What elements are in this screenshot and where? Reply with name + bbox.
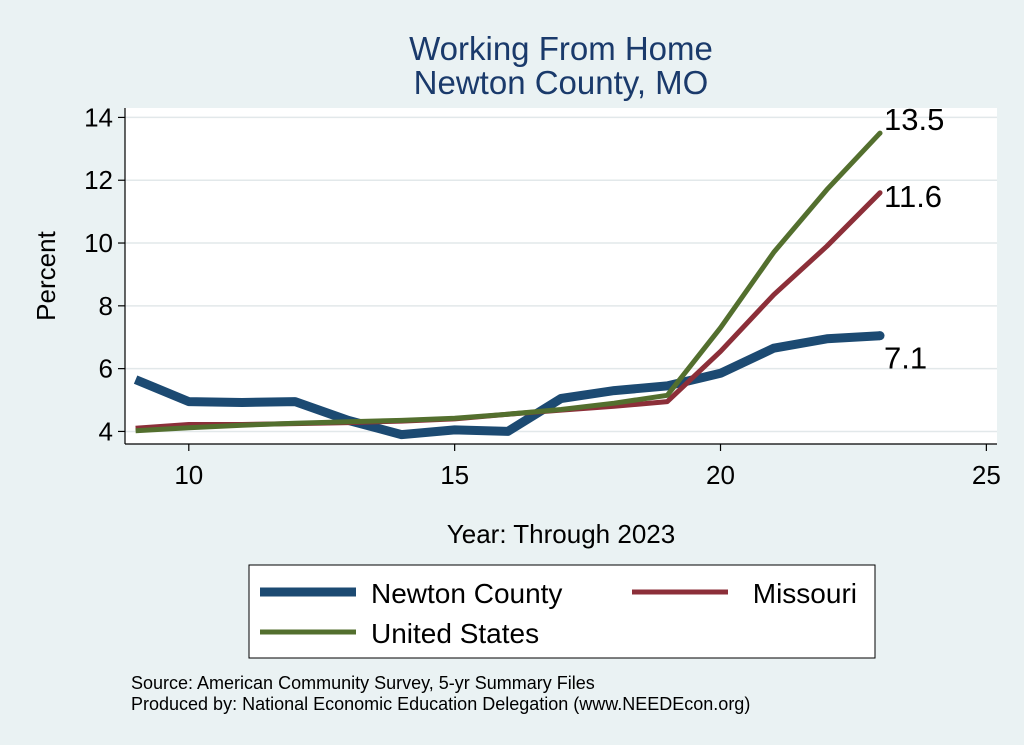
end-label-united-states: 13.5 bbox=[884, 102, 944, 137]
end-labels: 7.1 11.6 13.5 bbox=[884, 102, 944, 376]
plot-area bbox=[125, 108, 997, 444]
legend-label-united-states: United States bbox=[371, 618, 539, 649]
chart-title-line-2: Newton County, MO bbox=[414, 64, 709, 101]
y-tick-label-8: 8 bbox=[99, 291, 113, 321]
series-endpoint-united-states bbox=[877, 130, 883, 136]
source-note: Source: American Community Survey, 5-yr … bbox=[131, 673, 595, 693]
y-tick-label-6: 6 bbox=[99, 354, 113, 384]
series-lines bbox=[133, 130, 885, 440]
x-tick-label-25: 25 bbox=[972, 460, 1001, 490]
y-tick-label-12: 12 bbox=[84, 165, 113, 195]
y-axis-label: Percent bbox=[31, 230, 61, 320]
end-label-newton-county: 7.1 bbox=[884, 341, 927, 376]
series-endpoint-missouri bbox=[877, 190, 883, 196]
y-tick-label-14: 14 bbox=[84, 102, 113, 132]
series-line-newton-county bbox=[133, 331, 881, 440]
series-endpoint-newton-county bbox=[875, 331, 885, 341]
axes: 4 6 8 10 12 14 10 15 20 25 bbox=[84, 102, 1001, 490]
y-tick-label-4: 4 bbox=[99, 416, 113, 446]
end-label-missouri: 11.6 bbox=[884, 179, 942, 214]
x-tick-label-15: 15 bbox=[440, 460, 469, 490]
gridlines bbox=[125, 116, 997, 433]
legend: Newton County Missouri United States bbox=[248, 564, 876, 659]
legend-box bbox=[248, 564, 876, 659]
x-axis-label: Year: Through 2023 bbox=[447, 519, 675, 549]
y-tick-label-10: 10 bbox=[84, 228, 113, 258]
x-tick-label-20: 20 bbox=[706, 460, 735, 490]
x-tick-label-10: 10 bbox=[174, 460, 203, 490]
legend-label-missouri: Missouri bbox=[753, 578, 857, 609]
producer-note: Produced by: National Economic Education… bbox=[131, 694, 750, 714]
chart-title-line-1: Working From Home bbox=[409, 30, 713, 67]
legend-label-newton-county: Newton County bbox=[371, 578, 562, 609]
series-line-united-states bbox=[135, 131, 882, 434]
